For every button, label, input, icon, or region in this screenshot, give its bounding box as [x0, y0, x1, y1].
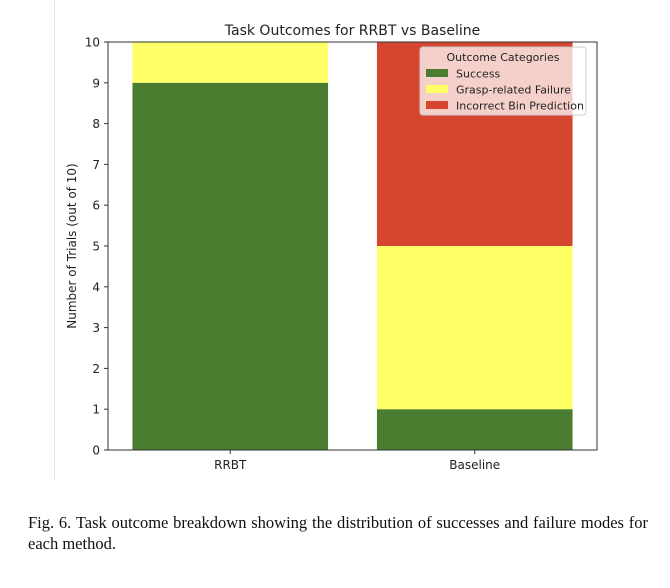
y-tick-label: 4 [92, 280, 100, 294]
figure-caption: Fig. 6. Task outcome breakdown showing t… [28, 513, 648, 553]
y-tick-label: 2 [92, 362, 100, 376]
y-tick-label: 9 [92, 76, 100, 90]
y-axis-label: Number of Trials (out of 10) [65, 163, 79, 328]
y-tick-label: 3 [92, 321, 100, 335]
chart-title: Task Outcomes for RRBT vs Baseline [224, 23, 480, 39]
legend-swatch [426, 85, 448, 93]
legend-label: Incorrect Bin Prediction [456, 100, 584, 113]
legend-swatch [426, 69, 448, 77]
x-tick-label: RRBT [214, 458, 247, 472]
bar-rrbt-success [132, 82, 329, 451]
legend-box [419, 46, 587, 116]
plot-frame [107, 41, 598, 451]
page-edge-line [54, 0, 55, 480]
bar-baseline-grasp-related-failure [376, 246, 573, 410]
legend-swatch [426, 101, 448, 109]
y-tick-label: 1 [92, 403, 100, 417]
y-tick-label: 10 [85, 36, 100, 50]
y-tick-label: 6 [92, 199, 100, 213]
y-tick-label: 5 [92, 240, 100, 254]
y-tick-label: 8 [92, 117, 100, 131]
x-tick-label: Baseline [449, 458, 500, 472]
stacked-bar-chart: RRBT Baseline 0 1 2 3 4 5 6 7 8 9 10 Task Outcomes fo… [65, 23, 598, 472]
legend-label: Grasp-related Failure [456, 84, 571, 97]
legend-title: Outcome Categories [447, 51, 560, 64]
bar-rrbt-grasp-related-failure [132, 42, 329, 83]
y-tick-label: 7 [92, 158, 100, 172]
legend-label: Success [456, 68, 501, 81]
y-tick-label: 0 [92, 444, 100, 458]
bar-baseline-success [376, 409, 573, 450]
